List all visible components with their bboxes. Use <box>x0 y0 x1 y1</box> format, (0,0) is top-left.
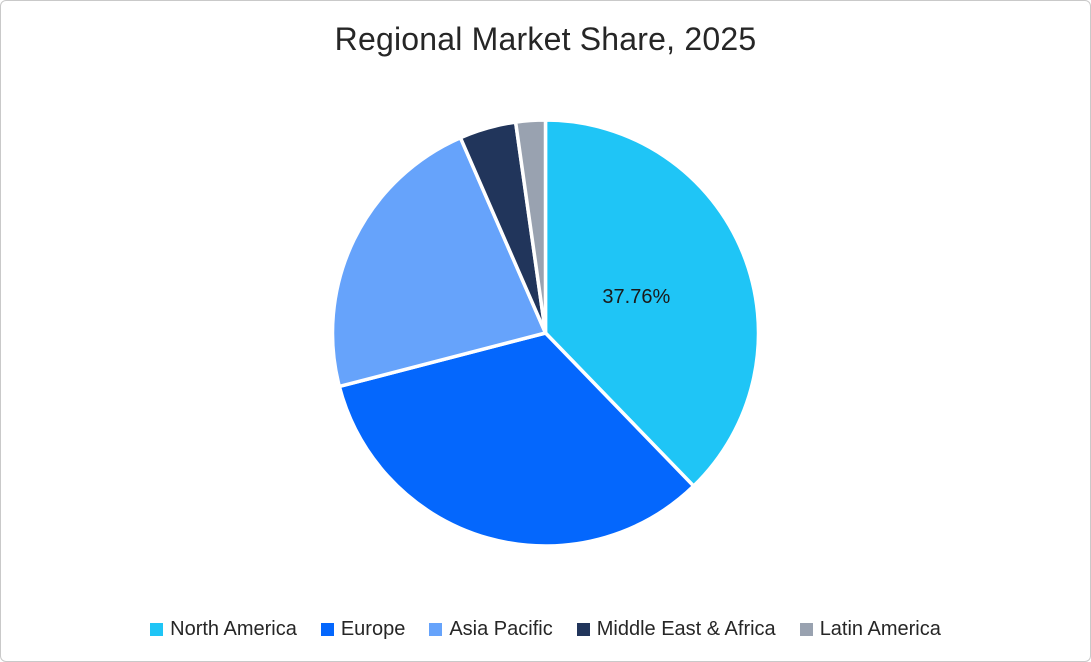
legend-item-europe: Europe <box>320 618 406 641</box>
legend-label-north-america: North America <box>170 618 297 640</box>
legend-item-middle-east-africa: Middle East & Africa <box>576 618 776 641</box>
pie-slice-europe <box>337 331 696 548</box>
pie-slice-asia-pacific <box>330 135 548 389</box>
legend-item-north-america: North America <box>150 618 297 641</box>
legend-label-asia-pacific: Asia Pacific <box>449 618 553 640</box>
legend-label-middle-east-africa: Middle East & Africa <box>596 618 776 640</box>
chart-legend: North America Europe Asia Pacific Middle Ea… <box>1 618 1090 641</box>
legend-marker-icon-middle-east-africa <box>576 623 590 636</box>
legend-item-asia-pacific: Asia Pacific <box>429 618 553 641</box>
data-label-north-america: 37.76% <box>602 286 670 308</box>
legend-marker-icon-latin-america <box>799 623 813 636</box>
legend-label-latin-america: Latin America <box>819 618 941 640</box>
pie-slice-north-america <box>543 118 761 488</box>
legend-label-europe: Europe <box>340 618 406 640</box>
legend-marker-icon-north-america <box>150 623 164 636</box>
chart-title: Regional Market Share, 2025 <box>334 21 757 57</box>
legend-marker-icon-europe <box>320 623 334 636</box>
legend-marker-icon-asia-pacific <box>429 623 443 636</box>
legend-item-latin-america: Latin America <box>799 618 941 641</box>
pie-slice-latin-america <box>513 118 548 335</box>
